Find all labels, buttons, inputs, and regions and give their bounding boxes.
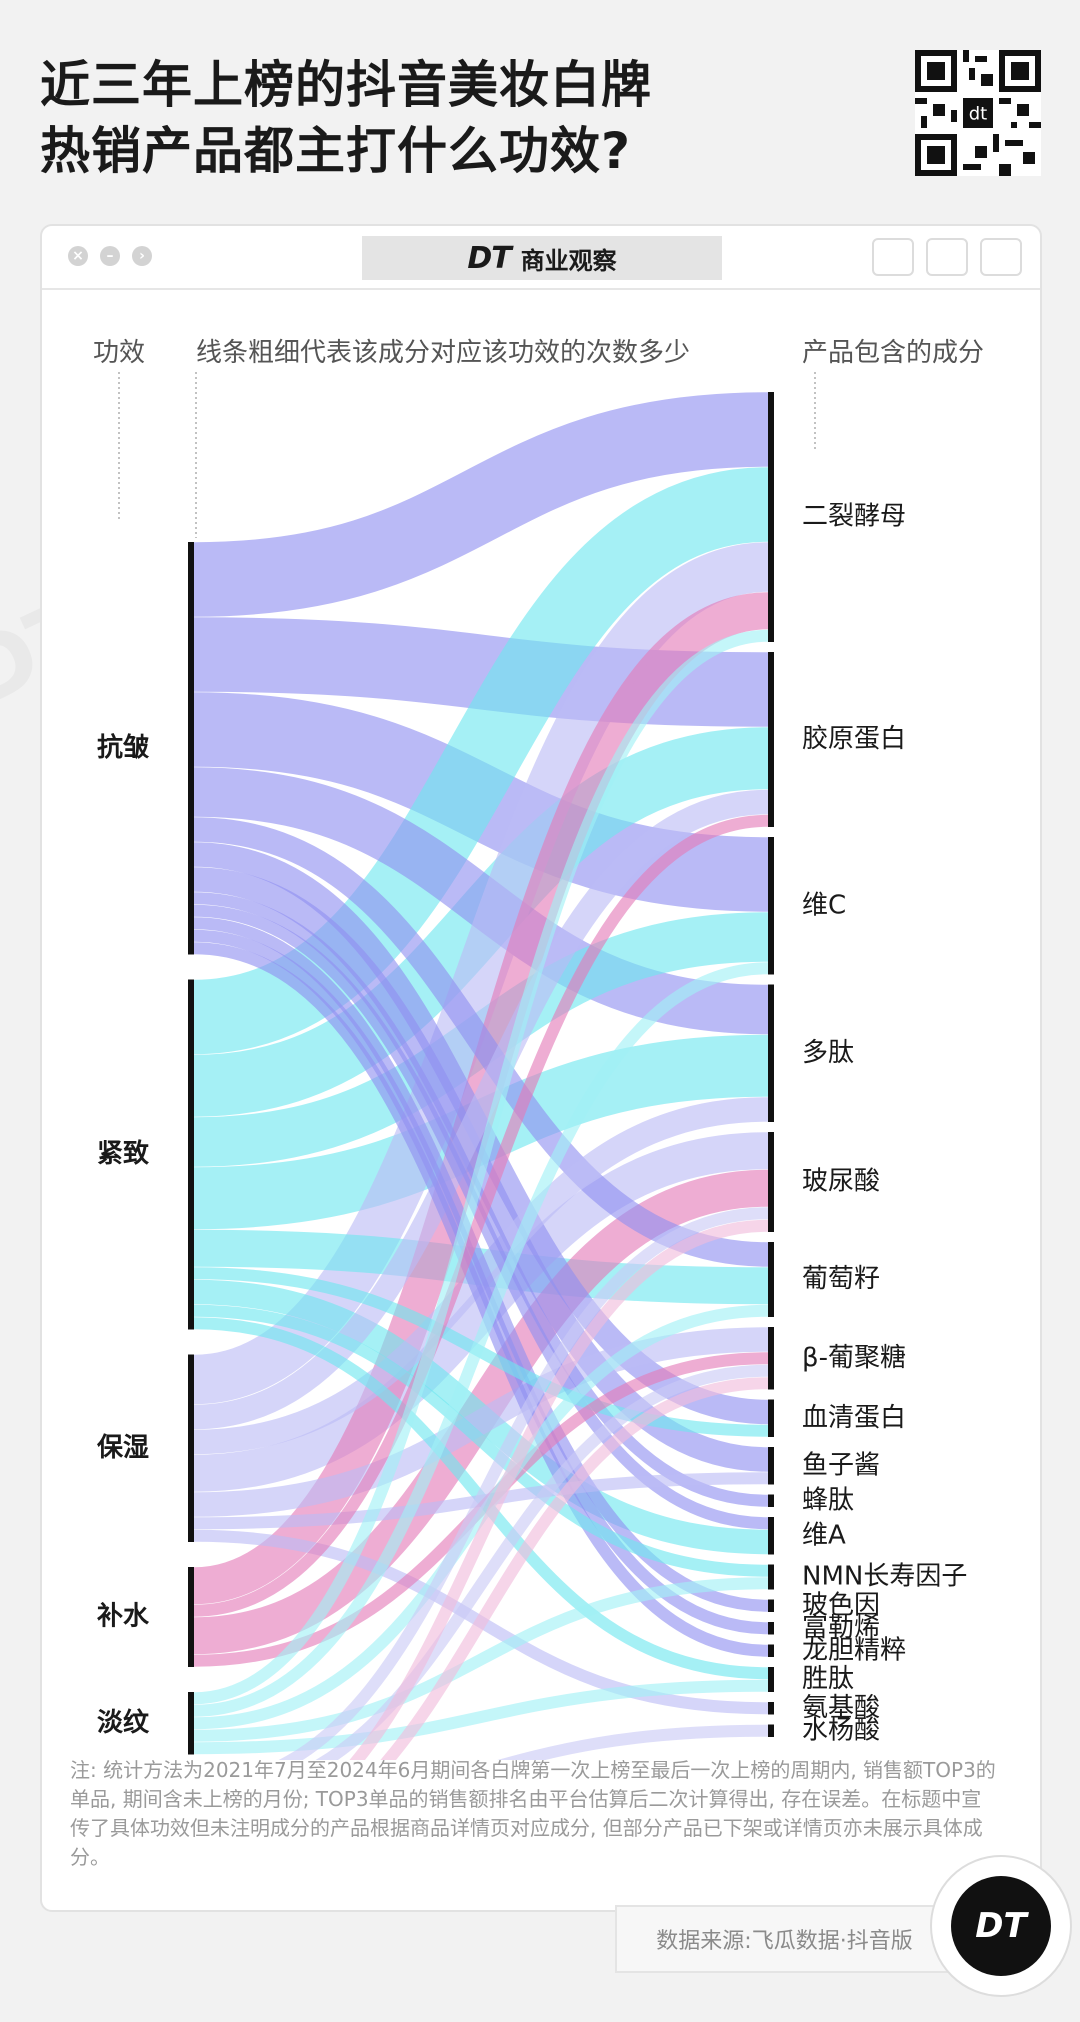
sankey-link: [193, 1304, 769, 1577]
target-node-label: 氨基酸: [802, 1693, 880, 1723]
target-node-bar: [768, 1399, 774, 1437]
source-node-bar: [188, 1567, 194, 1667]
dt-logo-icon: DT: [930, 1855, 1072, 1997]
share-icon: [926, 238, 968, 276]
minimize-icon: –: [100, 246, 120, 266]
target-node-bar: [768, 984, 774, 1122]
target-node-label: 维C: [802, 890, 846, 920]
sankey-link: [193, 1679, 769, 1755]
footnote: 注: 统计方法为2021年7月至2024年6月期间各白牌第一次上榜至最后一次上榜…: [70, 1758, 996, 1869]
arrow-icon: ›: [132, 246, 152, 266]
target-node-bar: [768, 1447, 774, 1485]
target-node-label: 胜肽: [802, 1664, 854, 1694]
dt-logo-text: DT: [951, 1876, 1051, 1976]
target-node-label: 葡萄籽: [802, 1264, 880, 1294]
source-node-label: 紧致: [97, 1138, 150, 1169]
sankey-link: [193, 962, 769, 1717]
source-node-label: 抗皱: [97, 732, 150, 763]
target-node-label: 多肽: [802, 1038, 854, 1068]
target-node-bar: [768, 1599, 774, 1612]
target-node-label: 二裂酵母: [802, 502, 906, 532]
sankey-chart: 抗皱紧致保湿补水淡纹舒缓修护二裂酵母胶原蛋白维C多肽玻尿酸葡萄籽β-葡聚糖血清蛋…: [96, 372, 967, 1760]
target-node-bar: [768, 1644, 774, 1657]
target-node-label: NMN长寿因子: [802, 1562, 967, 1592]
title-line-2: 热销产品都主打什么功效?: [40, 122, 632, 180]
sankey-link: [193, 814, 769, 1617]
target-node-bar: [768, 1517, 774, 1555]
sankey-link: [193, 1577, 769, 1742]
target-node-bar: [768, 392, 774, 642]
brand-bar: DT 商业观察: [362, 236, 722, 280]
target-node-bar: [768, 1494, 774, 1507]
sankey-link: [193, 629, 769, 1705]
sankey-link: [193, 1304, 769, 1730]
source-node-bar: [188, 1692, 194, 1755]
target-node-label: β-葡聚糖: [802, 1343, 906, 1373]
target-node-bar: [768, 1242, 774, 1317]
source-node-bar: [188, 542, 194, 955]
target-node-label: 血清蛋白: [802, 1403, 906, 1433]
target-node-bar: [768, 1132, 774, 1232]
header-effect: 功效: [93, 338, 146, 368]
sankey-links: [192, 392, 770, 1760]
qr-code-icon: dt: [915, 50, 1041, 176]
sankey-link: [349, 1219, 769, 1760]
target-node-bar: [768, 652, 774, 827]
brand-name: 商业观察: [520, 246, 617, 275]
target-node-label: 鱼子酱: [802, 1450, 880, 1480]
sankey-link: [380, 1377, 769, 1760]
sankey-link: [193, 392, 769, 617]
sankey-link: [497, 1724, 769, 1760]
header-ingredient: 产品包含的成分: [802, 338, 985, 368]
source-node-bar: [188, 1354, 194, 1542]
sankey-link: [193, 789, 769, 1430]
source-node-bar: [188, 979, 194, 1330]
source-node-label: 补水: [97, 1602, 150, 1632]
target-node-bar: [768, 1667, 774, 1692]
record-icon: [872, 238, 914, 276]
target-node-label: 蜂肽: [802, 1485, 854, 1515]
target-node-label: 玻色因: [802, 1590, 880, 1620]
sankey-link: [193, 817, 769, 1267]
title-line-1: 近三年上榜的抖音美妆白牌: [40, 56, 652, 114]
window-restore-icon: [980, 238, 1022, 276]
source-node-label: 保湿: [96, 1433, 149, 1463]
target-node-bar: [768, 1327, 774, 1390]
sankey-link: [193, 1327, 769, 1517]
target-node-label: 玻尿酸: [802, 1167, 880, 1197]
target-node-label: 胶原蛋白: [802, 724, 906, 754]
page-title: 近三年上榜的抖音美妆白牌 热销产品都主打什么功效?: [40, 52, 652, 184]
sankey-link: [193, 917, 769, 1612]
window-titlebar: × – › DT 商业观察: [42, 226, 1040, 290]
target-node-label: 龙胆精粹: [802, 1635, 906, 1665]
data-source: 数据来源:飞瓜数据·抖音版: [615, 1905, 954, 1973]
close-icon: ×: [68, 246, 88, 266]
target-node-bar: [768, 1724, 774, 1737]
target-node-label: 水杨酸: [802, 1715, 880, 1745]
brand-logo: DT: [467, 240, 511, 276]
source-node-label: 淡纹: [97, 1707, 150, 1738]
target-node-bar: [768, 1622, 774, 1635]
target-node-bar: [768, 1564, 774, 1590]
sankey-link: [278, 1207, 769, 1760]
target-node-bar: [768, 837, 774, 975]
target-node-bar: [768, 1702, 774, 1715]
svg-text:dt: dt: [969, 104, 987, 125]
target-node-label: 富勒烯: [802, 1613, 880, 1643]
target-node-label: 维A: [802, 1520, 846, 1550]
header-line-note: 线条粗细代表该成分对应该功效的次数多少: [196, 338, 691, 368]
sankey-link: [193, 942, 769, 1657]
sankey-link: [315, 1364, 769, 1760]
